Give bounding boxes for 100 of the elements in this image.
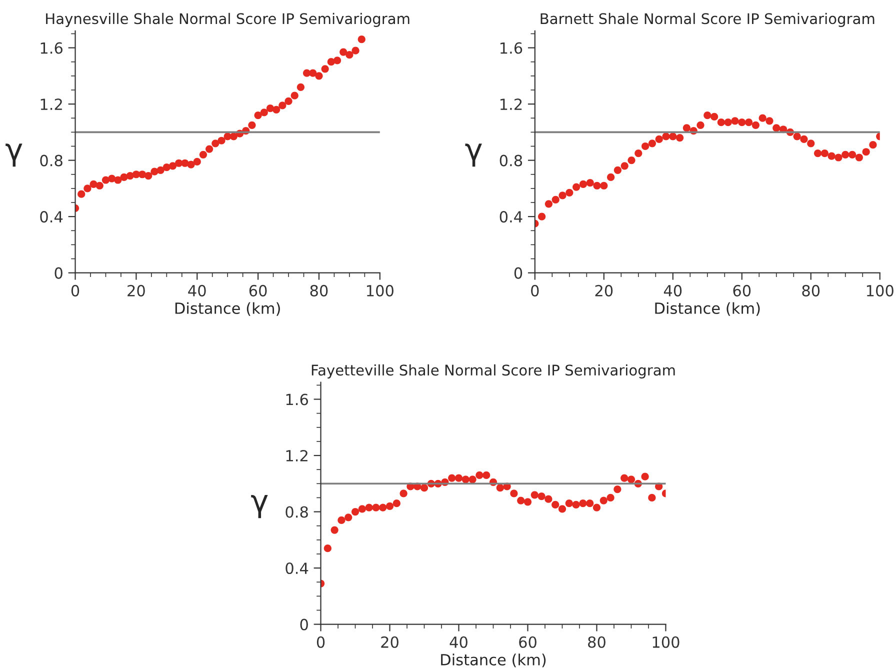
chart-title: Fayetteville Shale Normal Score IP Semivariogram: [312, 364, 675, 378]
point: [538, 492, 546, 500]
point: [772, 124, 780, 132]
point: [655, 135, 663, 144]
point: [420, 484, 428, 492]
point: [150, 168, 158, 176]
point: [266, 104, 274, 112]
y-tick-label: 0.8: [40, 154, 62, 166]
y-axis-title: γ: [251, 495, 268, 518]
point: [641, 472, 649, 480]
x-tick-label: 60: [249, 284, 267, 296]
point: [869, 141, 877, 149]
point: [628, 156, 636, 164]
y-tick-label: 0: [514, 267, 522, 279]
x-tick-label: 0: [316, 636, 325, 648]
y-tick-label: 0: [54, 267, 62, 279]
point: [454, 474, 463, 482]
point: [614, 166, 622, 174]
point: [352, 46, 360, 54]
point: [468, 476, 476, 484]
point: [379, 504, 387, 512]
point: [96, 182, 104, 190]
point: [600, 182, 608, 190]
point: [517, 496, 525, 504]
point: [309, 69, 317, 77]
point: [758, 114, 766, 122]
point: [120, 173, 128, 181]
point: [344, 514, 352, 522]
point: [324, 544, 332, 552]
y-tick-label: 0.4: [40, 211, 63, 223]
point: [400, 490, 408, 498]
point: [572, 500, 580, 509]
y-tick-label: 1.2: [286, 450, 308, 462]
point: [84, 184, 92, 192]
point: [351, 508, 360, 516]
point: [358, 36, 366, 44]
point: [144, 172, 152, 180]
point: [579, 180, 588, 188]
point: [290, 92, 298, 100]
point: [358, 505, 366, 513]
point: [828, 152, 836, 160]
point: [138, 170, 146, 178]
point: [586, 500, 594, 508]
x-tick-label: 100: [866, 284, 894, 296]
point: [254, 112, 262, 120]
point: [321, 65, 329, 73]
chart-title: Haynesville Shale Normal Score IP Semivariogram: [46, 12, 410, 27]
point: [820, 149, 828, 158]
point: [676, 134, 684, 142]
x-axis-title: Distance (km): [655, 302, 760, 316]
point: [814, 149, 822, 158]
x-tick-label: 20: [381, 636, 398, 648]
point: [315, 72, 323, 80]
point: [181, 159, 189, 167]
y-tick-label: 0.4: [286, 562, 308, 574]
y-tick-label: 1.6: [40, 42, 62, 54]
point: [206, 145, 214, 153]
point: [330, 526, 338, 534]
point: [544, 495, 552, 503]
chart-title: Barnett Shale Normal Score IP Semivariogram: [540, 12, 874, 27]
point: [510, 490, 518, 498]
point: [90, 180, 98, 188]
point: [724, 118, 732, 126]
point: [340, 48, 348, 56]
point: [296, 83, 304, 91]
point: [566, 188, 574, 196]
point: [641, 142, 650, 150]
point: [193, 158, 201, 166]
y-tick-label: 1.6: [286, 394, 308, 406]
point: [448, 474, 456, 482]
point: [284, 97, 292, 106]
point: [212, 140, 220, 148]
x-tick-label: 20: [595, 284, 613, 296]
point: [634, 149, 642, 158]
point: [606, 494, 614, 502]
point: [627, 476, 636, 484]
x-tick-label: 100: [367, 284, 394, 296]
point: [669, 132, 677, 140]
y-tick-label: 0.8: [286, 506, 308, 518]
point: [766, 117, 774, 125]
point: [717, 118, 725, 126]
point: [704, 112, 712, 120]
point: [607, 173, 615, 181]
point: [218, 136, 226, 144]
y-tick-label: 0.4: [500, 211, 522, 223]
x-axis-title: Distance (km): [175, 302, 280, 316]
point: [386, 502, 394, 510]
point: [807, 140, 815, 148]
point: [842, 150, 850, 158]
point: [538, 212, 546, 220]
point: [346, 51, 354, 59]
point: [855, 154, 863, 162]
point: [372, 504, 380, 512]
y-tick-label: 1.2: [500, 98, 522, 110]
point: [108, 174, 116, 182]
point: [114, 176, 122, 184]
x-tick-label: 100: [652, 636, 680, 648]
x-tick-label: 40: [188, 284, 206, 296]
point: [648, 494, 656, 502]
point: [862, 148, 870, 156]
